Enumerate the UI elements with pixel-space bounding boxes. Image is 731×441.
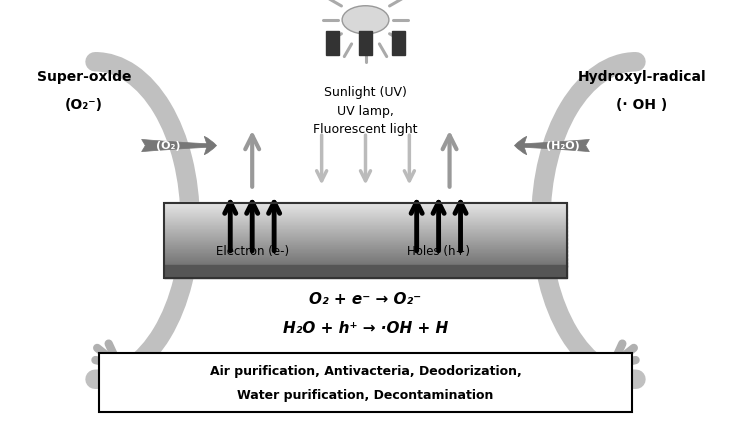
Bar	[164, 249, 567, 250]
Bar	[164, 237, 567, 238]
Bar	[164, 256, 567, 257]
Bar	[164, 246, 567, 247]
Bar	[164, 240, 567, 241]
Bar	[164, 252, 567, 253]
Bar	[164, 259, 567, 260]
Bar	[164, 209, 567, 210]
Bar	[164, 207, 567, 209]
Bar	[392, 31, 405, 55]
Bar	[164, 218, 567, 220]
Text: Water purification, Decontamination: Water purification, Decontamination	[238, 389, 493, 402]
Text: Hydroxyl-radical: Hydroxyl-radical	[577, 70, 706, 84]
Bar	[164, 214, 567, 216]
Text: O₂ + e⁻ → O₂⁻: O₂ + e⁻ → O₂⁻	[309, 292, 422, 307]
Bar	[164, 229, 567, 230]
Bar	[359, 31, 372, 55]
Text: Super-oxlde: Super-oxlde	[37, 70, 132, 84]
Bar	[326, 31, 339, 55]
Bar	[164, 203, 567, 278]
Bar	[164, 265, 567, 278]
Circle shape	[342, 6, 389, 34]
Bar	[164, 221, 567, 222]
Bar	[164, 222, 567, 224]
Bar	[164, 208, 567, 209]
Bar	[164, 220, 567, 221]
Bar	[164, 209, 567, 211]
Bar	[164, 206, 567, 208]
Bar	[164, 225, 567, 226]
Bar	[164, 230, 567, 231]
Text: (H₂O): (H₂O)	[546, 141, 580, 150]
Bar	[164, 236, 567, 237]
Text: Sunlight (UV): Sunlight (UV)	[324, 86, 407, 99]
Bar	[164, 251, 567, 252]
Bar	[164, 265, 567, 267]
Bar	[164, 250, 567, 252]
Bar	[164, 221, 567, 223]
Text: Electron (e-): Electron (e-)	[216, 245, 289, 258]
Bar	[164, 255, 567, 256]
Bar	[164, 242, 567, 243]
Bar	[164, 258, 567, 259]
Bar	[164, 205, 567, 206]
Bar	[99, 353, 632, 412]
Bar	[164, 261, 567, 262]
Bar	[164, 253, 567, 254]
Bar	[164, 213, 567, 215]
Text: (· OH ): (· OH )	[616, 97, 667, 112]
Bar	[164, 238, 567, 239]
Bar	[164, 233, 567, 234]
Bar	[164, 248, 567, 249]
Bar	[164, 232, 567, 233]
Bar	[164, 245, 567, 246]
Bar	[164, 254, 567, 255]
Bar	[164, 239, 567, 240]
Bar	[164, 217, 567, 218]
Bar	[164, 219, 567, 220]
Bar	[164, 206, 567, 207]
Bar	[164, 223, 567, 224]
Bar	[164, 243, 567, 244]
Bar	[164, 234, 567, 235]
Bar	[164, 224, 567, 225]
Bar	[164, 226, 567, 227]
Bar	[164, 213, 567, 214]
Bar	[164, 215, 567, 217]
Bar	[164, 263, 567, 265]
Text: UV lamp,: UV lamp,	[337, 105, 394, 118]
Bar	[164, 265, 567, 266]
Bar	[164, 204, 567, 205]
Bar	[164, 257, 567, 258]
Bar	[164, 230, 567, 232]
Text: Fluorescent light: Fluorescent light	[314, 123, 417, 136]
Bar	[164, 235, 567, 236]
Bar	[164, 254, 567, 256]
Bar	[164, 250, 567, 251]
Bar	[164, 202, 567, 204]
Bar	[164, 241, 567, 242]
Bar	[164, 228, 567, 229]
Bar	[164, 203, 567, 205]
Bar	[164, 227, 567, 228]
Bar	[164, 258, 567, 260]
Text: Holes (h+): Holes (h+)	[407, 245, 470, 258]
Text: (O₂): (O₂)	[156, 141, 181, 150]
Bar	[164, 260, 567, 261]
Bar	[164, 217, 567, 219]
Bar	[164, 244, 567, 245]
Bar	[164, 226, 567, 228]
Bar	[164, 210, 567, 212]
Bar	[164, 211, 567, 213]
Bar	[164, 247, 567, 248]
Bar	[164, 264, 567, 265]
Text: Air purification, Antivacteria, Deodorization,: Air purification, Antivacteria, Deodoriz…	[210, 365, 521, 378]
Text: H₂O + h⁺ → ·OH + H: H₂O + h⁺ → ·OH + H	[283, 321, 448, 336]
Text: (O₂⁻): (O₂⁻)	[65, 97, 103, 112]
Bar	[164, 262, 567, 263]
Bar	[164, 216, 567, 217]
Bar	[164, 231, 567, 232]
Bar	[164, 262, 567, 264]
Bar	[164, 212, 567, 213]
